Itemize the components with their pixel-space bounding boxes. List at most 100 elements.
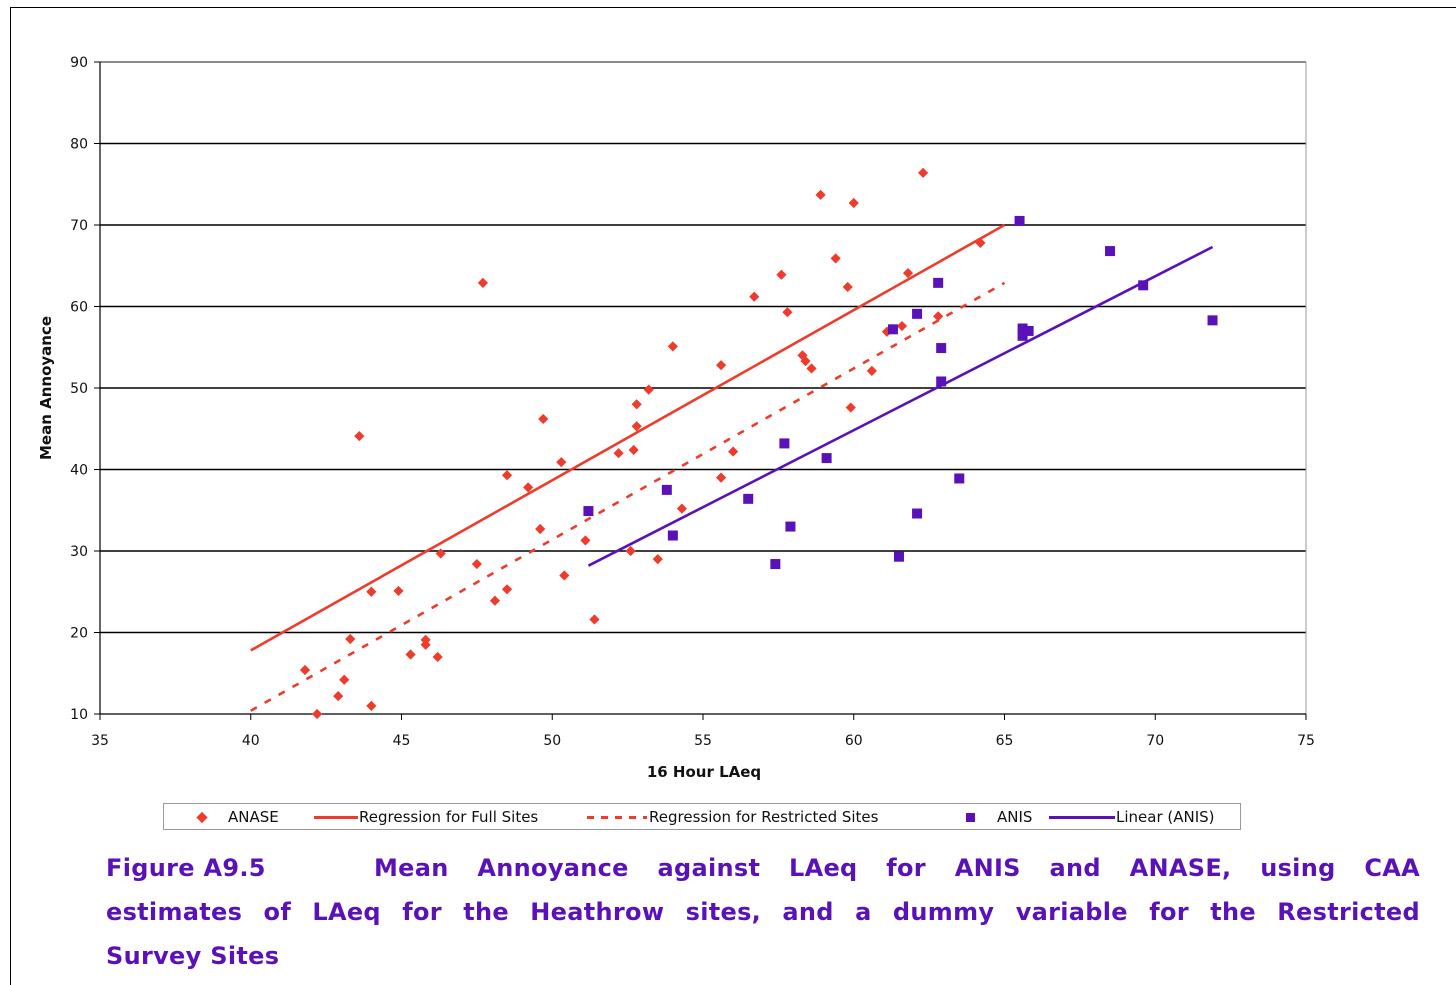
data-point-anase [613, 448, 623, 458]
data-point-anase [815, 190, 825, 200]
y-tick-label-40: 40 [70, 463, 88, 479]
data-point-anis [936, 376, 946, 386]
data-point-anase [393, 586, 403, 596]
series-line-regression-for-full-sites [251, 225, 1005, 650]
y-axis-label: Mean Annoyance [37, 316, 55, 460]
data-point-anis [785, 522, 795, 532]
data-point-anase [333, 691, 343, 701]
data-point-anase [502, 470, 512, 480]
legend-full-sites-label: Regression for Full Sites [359, 804, 538, 831]
data-point-anis [743, 494, 753, 504]
data-point-anase [776, 270, 786, 280]
caption-line-2: estimates of LAeq for the Heathrow sites… [106, 890, 1420, 934]
data-point-anase [538, 414, 548, 424]
legend-restricted-sites-label: Regression for Restricted Sites [649, 804, 878, 831]
x-tick-label-40: 40 [242, 733, 260, 749]
data-point-anase [405, 649, 415, 659]
data-point-anase [716, 360, 726, 370]
data-point-anase [728, 446, 738, 456]
x-tick-label-70: 70 [1146, 733, 1164, 749]
x-tick-label-50: 50 [543, 733, 561, 749]
data-point-anase [339, 675, 349, 685]
legend-anis-label: ANIS [997, 804, 1032, 831]
regression-lines [251, 225, 1213, 711]
axes [94, 62, 1306, 720]
data-point-anase [846, 402, 856, 412]
y-tick-label-80: 80 [70, 137, 88, 153]
legend-restricted-sites-line [587, 804, 647, 831]
data-point-anase [716, 473, 726, 483]
data-point-anase [782, 307, 792, 317]
y-tick-label-20: 20 [70, 626, 88, 642]
data-point-anase [749, 292, 759, 302]
data-point-anis [888, 324, 898, 334]
data-point-anase [300, 665, 310, 675]
data-point-anase [677, 504, 687, 514]
data-point-anis [894, 552, 904, 562]
x-tick-label-75: 75 [1297, 733, 1315, 749]
data-point-anase [849, 198, 859, 208]
data-point-anase [535, 524, 545, 534]
data-point-anis [770, 559, 780, 569]
data-point-anase [559, 570, 569, 580]
legend-full-sites-line [314, 804, 358, 831]
data-point-anis [1138, 280, 1148, 290]
data-point-anase [632, 399, 642, 409]
legend-anase-label: ANASE [228, 804, 279, 831]
data-point-anis [779, 438, 789, 448]
y-tick-label-50: 50 [70, 381, 88, 397]
y-tick-label-70: 70 [70, 218, 88, 234]
data-point-anase [366, 587, 376, 597]
data-point-anis [936, 343, 946, 353]
data-point-anase [490, 596, 500, 606]
data-point-anase [580, 535, 590, 545]
data-point-anase [831, 253, 841, 263]
data-point-anase [354, 431, 364, 441]
y-tick-label-60: 60 [70, 300, 88, 316]
data-point-anase [472, 559, 482, 569]
figure-caption: Figure A9.5 Mean Annoyance against LAeq f… [106, 846, 1420, 978]
x-tick-label-65: 65 [996, 733, 1014, 749]
caption-line-3: Survey Sites [106, 934, 1420, 978]
data-point-anase [556, 457, 566, 467]
caption-line-1-text: Mean Annoyance against LAeq for ANIS and… [374, 854, 1420, 882]
data-point-anase [436, 548, 446, 558]
y-tick-label-90: 90 [70, 55, 88, 71]
data-point-anase [626, 546, 636, 556]
legend-linear-anis-label: Linear (ANIS) [1116, 804, 1215, 831]
data-point-anase [478, 278, 488, 288]
data-point-anase [918, 168, 928, 178]
legend-anase-marker [192, 804, 212, 831]
gridlines [100, 62, 1306, 633]
data-point-anase [843, 282, 853, 292]
data-points [300, 168, 1218, 719]
data-point-anis [662, 485, 672, 495]
data-point-anis [1015, 216, 1025, 226]
data-point-anase [366, 701, 376, 711]
caption-line-1: Figure A9.5 Mean Annoyance against LAeq f… [106, 846, 1420, 890]
data-point-anis [933, 278, 943, 288]
data-point-anase [897, 321, 907, 331]
x-tick-label-35: 35 [91, 733, 109, 749]
figure-number: Figure A9.5 [106, 846, 374, 890]
x-tick-label-45: 45 [393, 733, 411, 749]
y-tick-label-10: 10 [70, 707, 88, 723]
data-point-anase [345, 634, 355, 644]
data-point-anis [1208, 315, 1218, 325]
data-point-anis [822, 453, 832, 463]
legend-linear-anis-line [1049, 804, 1115, 831]
data-point-anis [912, 509, 922, 519]
data-point-anase [644, 385, 654, 395]
data-point-anase [312, 709, 322, 719]
data-point-anase [653, 554, 663, 564]
x-axis-label: 16 Hour LAeq [647, 763, 761, 781]
data-point-anis [583, 506, 593, 516]
data-point-anis [668, 531, 678, 541]
x-tick-label-60: 60 [845, 733, 863, 749]
scatter-chart: 10 20 30 40 50 60 70 80 90 35 40 45 50 55 60 65 70 75 16 … [0, 0, 1456, 800]
data-point-anis [954, 473, 964, 483]
data-point-anase [867, 366, 877, 376]
data-point-anis [1105, 246, 1115, 256]
x-tick-label-55: 55 [694, 733, 712, 749]
data-point-anase [806, 363, 816, 373]
